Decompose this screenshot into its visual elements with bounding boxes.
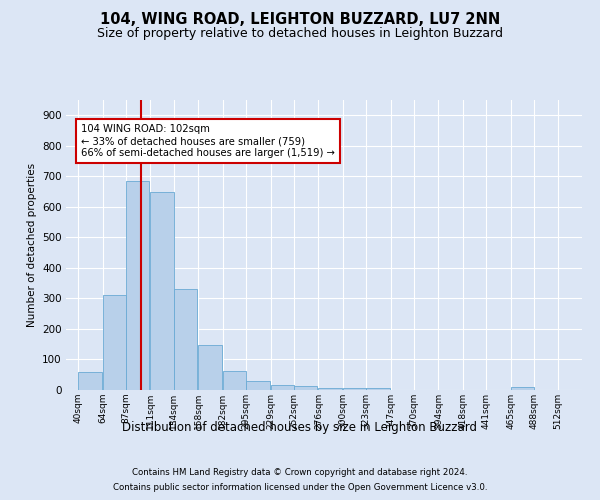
Y-axis label: Number of detached properties: Number of detached properties [26, 163, 37, 327]
Text: Contains public sector information licensed under the Open Government Licence v3: Contains public sector information licen… [113, 483, 487, 492]
Text: Contains HM Land Registry data © Crown copyright and database right 2024.: Contains HM Land Registry data © Crown c… [132, 468, 468, 477]
Text: 104, WING ROAD, LEIGHTON BUZZARD, LU7 2NN: 104, WING ROAD, LEIGHTON BUZZARD, LU7 2N… [100, 12, 500, 28]
Bar [246, 381, 269, 390]
Bar [151, 192, 174, 390]
Bar [223, 371, 246, 390]
Bar [271, 384, 294, 390]
Bar [103, 296, 126, 390]
Bar [174, 290, 197, 390]
Bar [319, 388, 342, 390]
Bar [294, 386, 317, 390]
Text: Size of property relative to detached houses in Leighton Buzzard: Size of property relative to detached ho… [97, 28, 503, 40]
Text: Distribution of detached houses by size in Leighton Buzzard: Distribution of detached houses by size … [122, 421, 478, 434]
Bar [126, 181, 149, 390]
Bar [366, 388, 389, 390]
Text: 104 WING ROAD: 102sqm
← 33% of detached houses are smaller (759)
66% of semi-det: 104 WING ROAD: 102sqm ← 33% of detached … [81, 124, 335, 158]
Bar [199, 345, 222, 390]
Bar [343, 388, 366, 390]
Bar [78, 372, 101, 390]
Bar [511, 387, 534, 390]
